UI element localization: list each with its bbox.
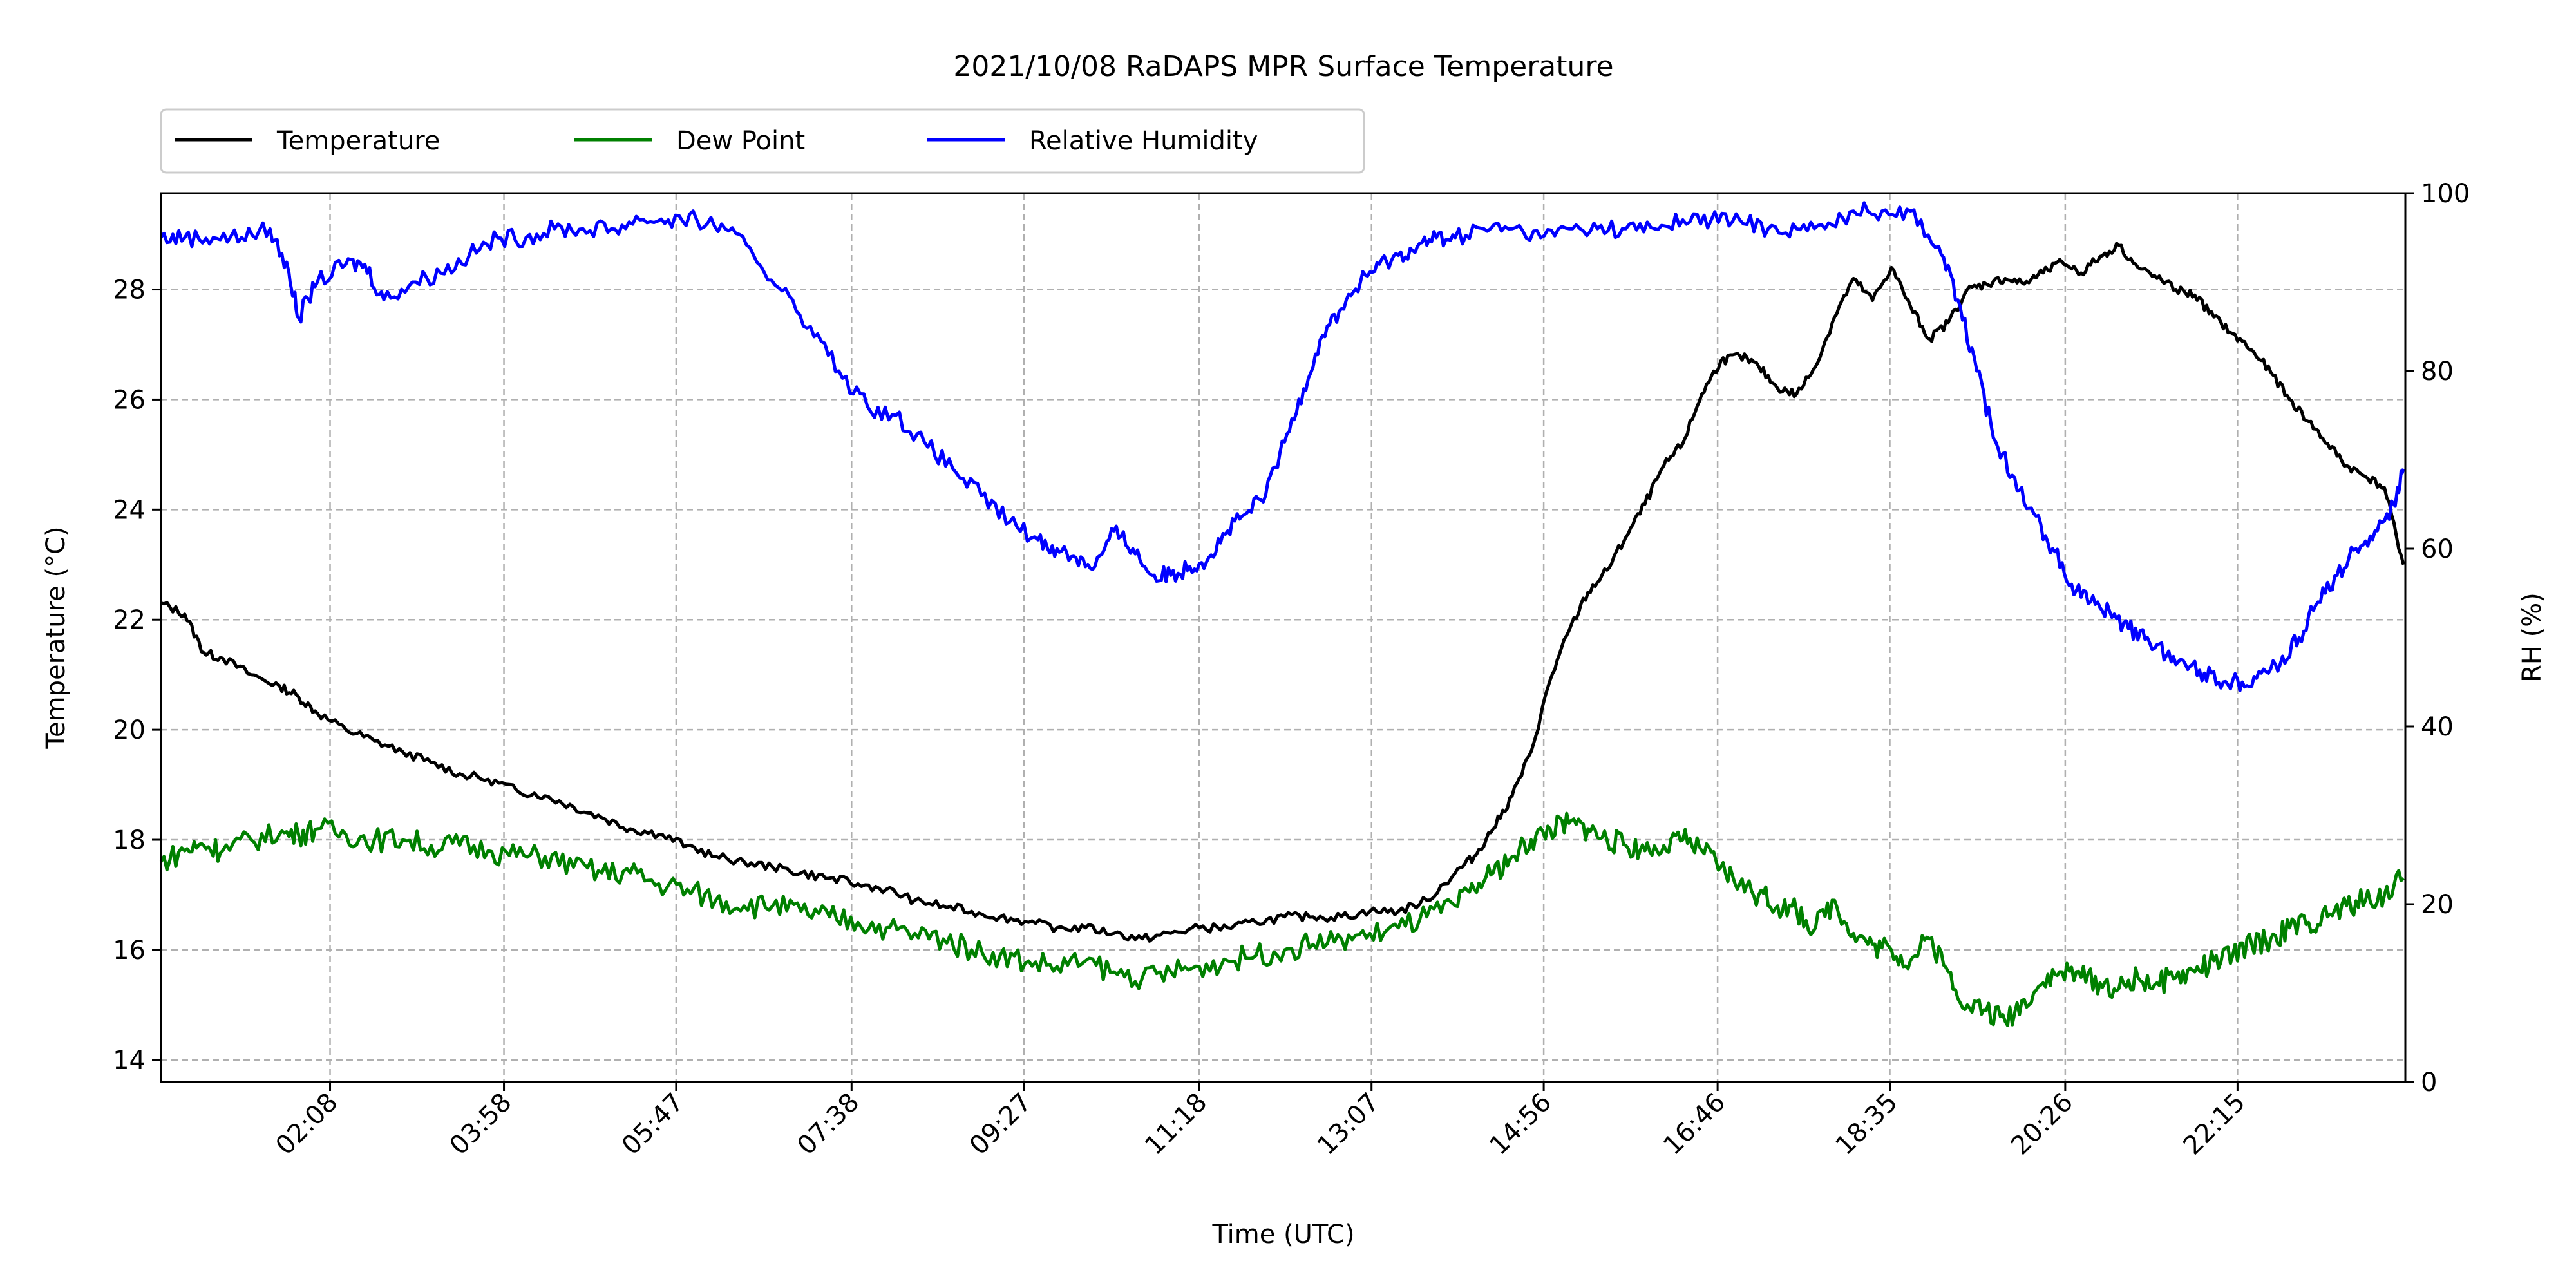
- y-tick-label: 14: [113, 1046, 146, 1075]
- y-tick-label: 26: [113, 385, 146, 415]
- series-line-temperature: [160, 242, 2405, 943]
- legend-label-relative-humidity: Relative Humidity: [1029, 126, 1258, 156]
- legend-box: [160, 108, 1365, 174]
- y-tick-label: 20: [113, 715, 146, 745]
- y-tick-label: 16: [113, 936, 146, 965]
- y-tick-label: 28: [113, 276, 146, 305]
- chart-title: 2021/10/08 RaDAPS MPR Surface Temperatur…: [953, 50, 1613, 83]
- y-axis-left: 14 16 18 20 22 24 26 28: [113, 276, 161, 1075]
- y-tick-label: 22: [113, 605, 146, 635]
- y2-tick-label: 60: [2421, 535, 2454, 564]
- y-axis-label: Temperature (°C): [41, 526, 71, 749]
- legend-label-temperature: Temperature: [276, 126, 440, 156]
- legend: Temperature Dew Point Relative Humidity: [160, 108, 1365, 174]
- legend-label-dew-point: Dew Point: [676, 126, 805, 156]
- y2-axis-label: RH (%): [2517, 592, 2547, 683]
- y2-tick-label: 100: [2421, 179, 2470, 209]
- y2-tick-label: 20: [2421, 890, 2454, 920]
- y2-tick-label: 80: [2421, 357, 2454, 386]
- y-axis-right: 0 20 40 60 80 100: [2405, 179, 2470, 1097]
- series-layer: [159, 201, 2405, 1027]
- y2-tick-label: 40: [2421, 712, 2454, 742]
- y-tick-label: 24: [113, 495, 146, 525]
- plot-frame: [160, 192, 2407, 1083]
- y-tick-label: 18: [113, 826, 146, 855]
- x-axis-label: Time (UTC): [1211, 1220, 1354, 1249]
- y2-tick-label: 0: [2421, 1068, 2437, 1097]
- series-line-relative-humidity: [159, 201, 2405, 692]
- series-line-dew-point: [159, 811, 2405, 1027]
